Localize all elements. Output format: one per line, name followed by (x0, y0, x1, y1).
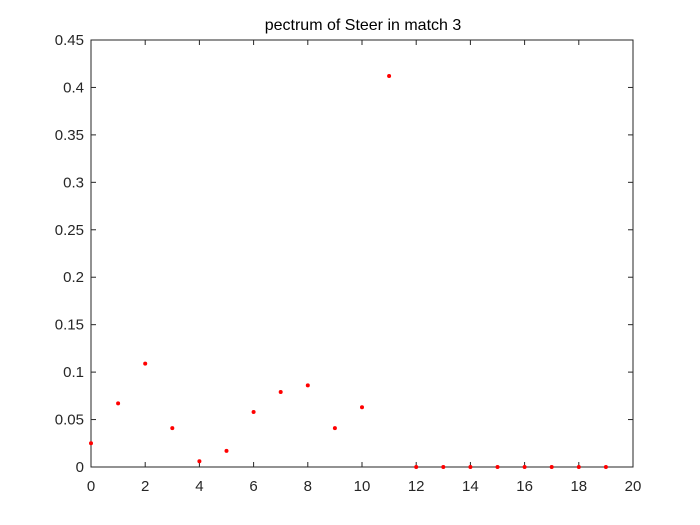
x-tick-label: 10 (354, 478, 371, 495)
data-point (603, 465, 608, 469)
data-point (522, 465, 527, 469)
x-axis: 0 2 4 6 8 10 12 14 16 18 20 (87, 40, 642, 495)
y-tick-label: 0.2 (63, 269, 84, 286)
chart-title: pectrum of Steer in match 3 (265, 17, 462, 34)
x-tick-label: 6 (249, 478, 257, 495)
x-tick-label: 18 (570, 478, 587, 495)
y-tick-label: 0.45 (55, 32, 84, 49)
data-point (441, 465, 446, 469)
x-tick-label: 4 (195, 478, 203, 495)
x-tick-label: 0 (87, 478, 95, 495)
x-tick-label: 8 (304, 478, 312, 495)
data-point (387, 74, 392, 79)
data-point (414, 465, 419, 469)
data-point (251, 409, 256, 414)
data-point (332, 426, 337, 431)
data-point (549, 465, 554, 469)
data-point (278, 390, 283, 395)
y-tick-label: 0.3 (63, 174, 84, 191)
x-tick-label: 12 (408, 478, 425, 495)
plot-area (90, 39, 634, 468)
y-tick-label: 0 (76, 459, 84, 476)
data-point (197, 459, 202, 464)
y-axis: 0 0.05 0.1 0.15 0.2 0.25 0.3 0.35 0.4 0.45 (55, 32, 633, 476)
y-tick-label: 0.1 (63, 364, 84, 381)
data-point (360, 405, 364, 410)
y-tick-label: 0.4 (63, 79, 84, 96)
data-point (468, 465, 473, 469)
x-tick-label: 16 (516, 478, 533, 495)
data-point (143, 361, 148, 366)
y-tick-label: 0.05 (55, 412, 84, 429)
x-tick-label: 20 (625, 478, 642, 495)
x-tick-label: 2 (141, 478, 149, 495)
data-point (576, 465, 581, 469)
data-point (305, 383, 310, 388)
y-tick-label: 0.15 (55, 317, 84, 334)
data-points (89, 74, 608, 469)
data-point (224, 448, 229, 453)
y-tick-label: 0.25 (55, 222, 84, 239)
data-point (170, 426, 175, 431)
data-point (89, 441, 93, 446)
x-tick-label: 14 (462, 478, 479, 495)
data-point (116, 401, 121, 406)
y-tick-label: 0.35 (55, 127, 84, 144)
data-point (495, 465, 500, 469)
